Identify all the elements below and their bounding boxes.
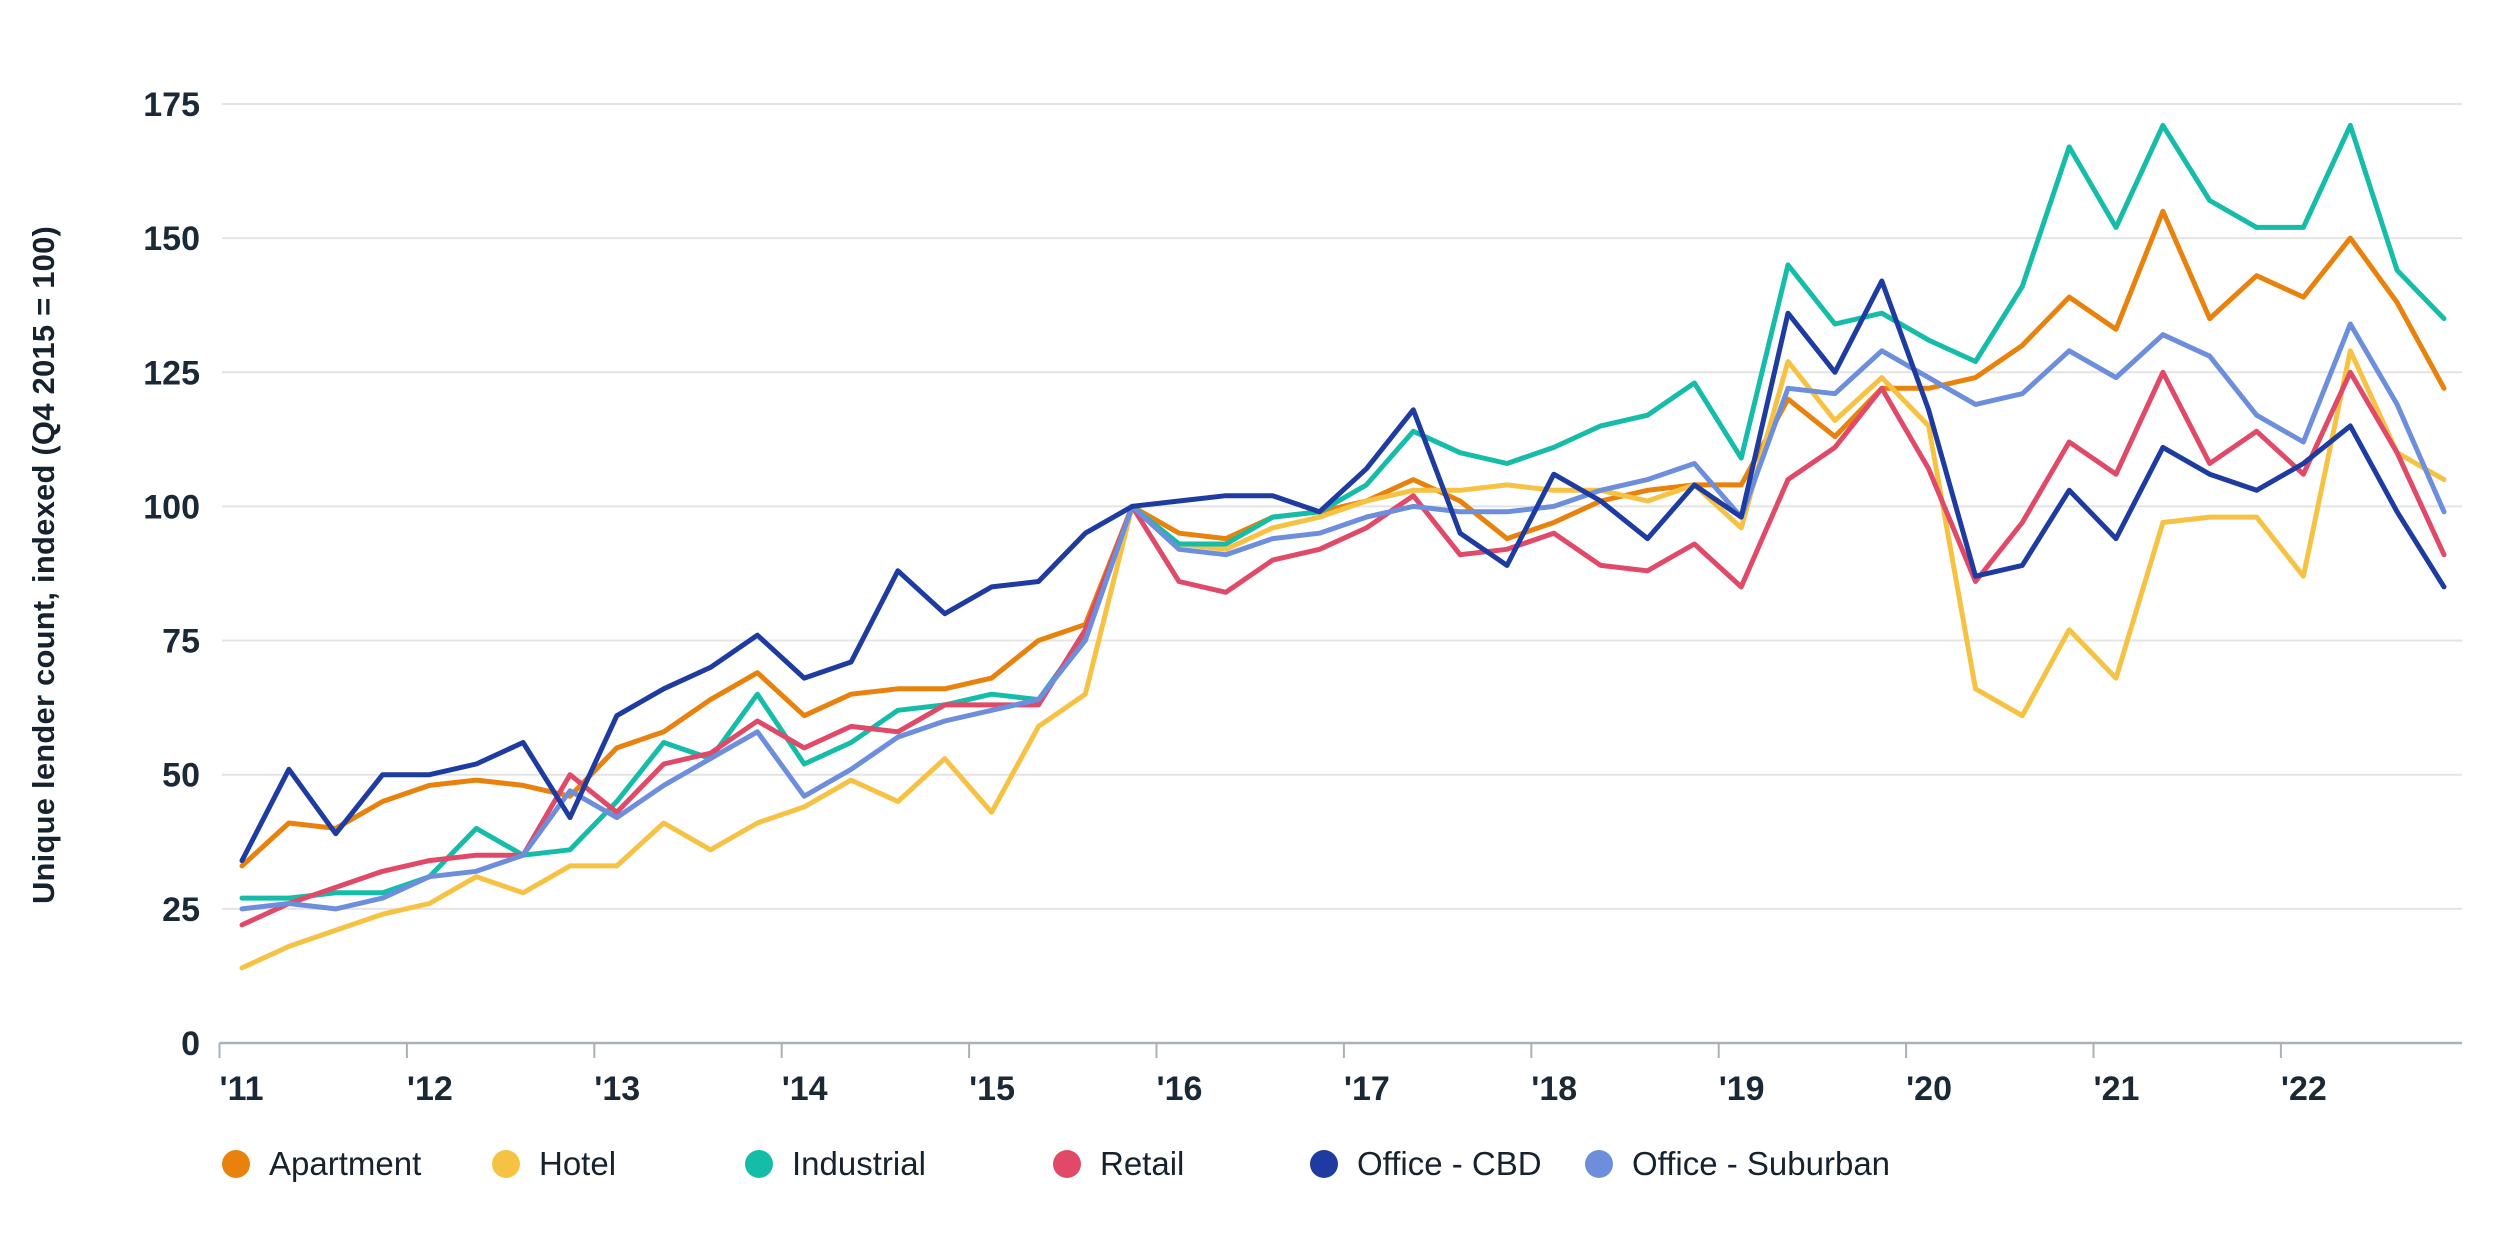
- x-tick-label: '12: [407, 1070, 453, 1108]
- series-line-apartment: [239, 208, 2447, 869]
- chart-legend: Apartment Hotel Industrial Retail Office - C…: [0, 1142, 2500, 1192]
- x-tick-label: '18: [1531, 1070, 1577, 1108]
- y-tick-label: 75: [162, 623, 200, 661]
- x-tick-label: '15: [969, 1070, 1015, 1108]
- legend-dot-icon: [1310, 1150, 1338, 1178]
- legend-dot-icon: [1053, 1150, 1081, 1178]
- series-line-retail: [239, 369, 2447, 928]
- series-line-office-suburban: [239, 321, 2447, 912]
- legend-label: Office - CBD: [1357, 1145, 1542, 1182]
- y-tick-label: 175: [143, 86, 200, 124]
- y-tick-label: 50: [162, 757, 200, 795]
- legend-label: Retail: [1100, 1145, 1185, 1182]
- y-tick-label: 25: [162, 891, 200, 929]
- series-line-industrial: [239, 122, 2447, 901]
- legend-label: Apartment: [269, 1145, 422, 1182]
- legend-dot-icon: [1585, 1150, 1613, 1178]
- x-tick-label: '17: [1344, 1070, 1390, 1108]
- legend-dot-icon: [222, 1150, 250, 1178]
- legend-item-retail: Retail: [1053, 1142, 1184, 1186]
- y-tick-label: 150: [143, 220, 200, 258]
- legend-item-office-cbd: Office - CBD: [1310, 1142, 1542, 1186]
- legend-label: Hotel: [539, 1145, 617, 1182]
- legend-item-hotel: Hotel: [492, 1142, 616, 1186]
- x-tick-label: '21: [2094, 1070, 2140, 1108]
- legend-label: Office - Suburban: [1632, 1145, 1891, 1182]
- legend-item-industrial: Industrial: [745, 1142, 926, 1186]
- legend-dot-icon: [745, 1150, 773, 1178]
- legend-label: Industrial: [792, 1145, 926, 1182]
- series-line-hotel: [239, 348, 2447, 971]
- x-tick-label: '16: [1157, 1070, 1203, 1108]
- x-tick-label: '22: [2281, 1070, 2327, 1108]
- y-tick-label: 0: [181, 1025, 200, 1063]
- x-tick-label: '11: [220, 1070, 264, 1108]
- legend-item-office-suburban: Office - Suburban: [1585, 1142, 1890, 1186]
- y-axis-title: Unique lender count, indexed (Q4 2015 = …: [26, 225, 61, 905]
- x-tick-label: '14: [782, 1070, 828, 1108]
- legend-dot-icon: [492, 1150, 520, 1178]
- y-tick-label: 125: [143, 354, 200, 392]
- x-tick-label: '19: [1719, 1070, 1765, 1108]
- series-line-office-cbd: [239, 278, 2447, 864]
- y-tick-label: 100: [143, 488, 200, 526]
- x-tick-label: '20: [1906, 1070, 1952, 1108]
- x-tick-label: '13: [594, 1070, 640, 1108]
- legend-item-apartment: Apartment: [222, 1142, 421, 1186]
